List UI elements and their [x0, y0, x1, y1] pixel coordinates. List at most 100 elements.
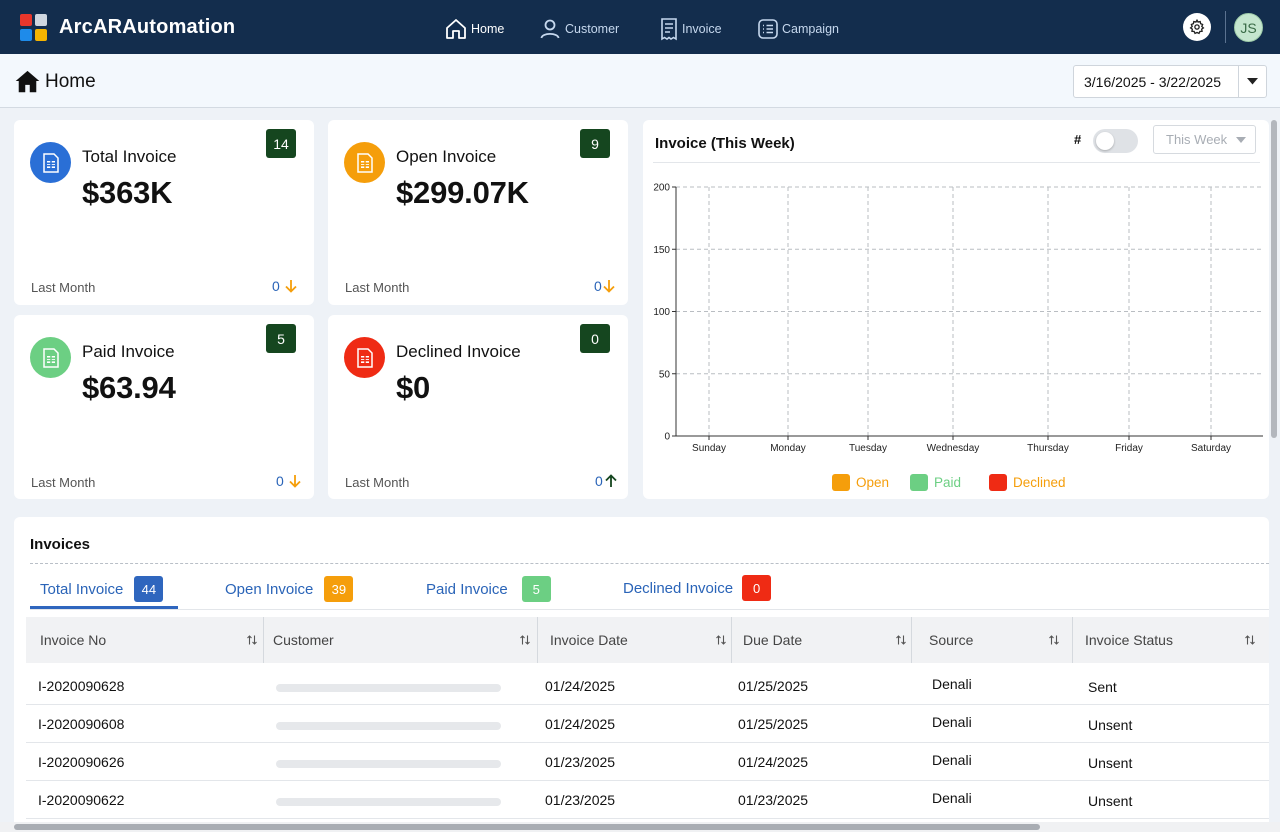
legend-item-declined[interactable]: Declined	[989, 474, 1066, 491]
card-change: 0	[272, 278, 298, 294]
y-tick-label: 0	[664, 432, 670, 443]
user-avatar[interactable]: JS	[1234, 13, 1263, 42]
invoice-doc-icon	[30, 337, 71, 378]
card-footer-label: Last Month	[31, 475, 96, 490]
cell-invoice-no[interactable]: I-2020090628	[38, 678, 125, 694]
card-paid-invoice[interactable]: Paid Invoice $63.94 5 Last Month 0	[14, 315, 314, 499]
tab-label: Paid Invoice	[426, 580, 508, 598]
col-header-due-date[interactable]: Due Date	[743, 632, 803, 648]
x-tick-label: Saturday	[1191, 443, 1231, 454]
card-title: Paid Invoice	[82, 342, 175, 361]
card-count-badge: 14	[266, 129, 296, 158]
cell-due-date: 01/25/2025	[738, 678, 809, 694]
legend-label-open: Open	[856, 475, 890, 490]
customer-loading-placeholder	[276, 760, 501, 768]
date-range-dropdown-button[interactable]	[1238, 66, 1266, 97]
card-footer-label: Last Month	[31, 280, 96, 295]
col-header-source[interactable]: Source	[929, 632, 974, 648]
navbar-divider	[1225, 11, 1226, 43]
invoice-doc-icon	[344, 142, 385, 183]
card-total-invoice[interactable]: Total Invoice $363K 14 Last Month 0	[14, 120, 314, 305]
legend-item-open[interactable]: Open	[832, 474, 889, 491]
table-row[interactable]: I-2020090626 01/23/2025 01/24/2025 Denal…	[26, 743, 1269, 781]
nav-campaign[interactable]: Campaign	[757, 17, 839, 41]
tab-total-invoice[interactable]: Total Invoice 44	[40, 569, 164, 609]
tab-open-invoice[interactable]: Open Invoice 39	[225, 569, 354, 609]
legend-label-declined: Declined	[1013, 475, 1066, 490]
column-divider[interactable]	[1072, 617, 1073, 663]
cell-invoice-date: 01/24/2025	[545, 678, 616, 694]
card-declined-invoice[interactable]: Declined Invoice $0 0 Last Month 0	[328, 315, 628, 499]
col-header-invoice-no[interactable]: Invoice No	[40, 632, 107, 648]
table-row[interactable]: I-2020090628 01/24/2025 01/25/2025 Denal…	[26, 667, 1269, 705]
tab-paid-invoice[interactable]: Paid Invoice 5	[426, 569, 551, 609]
tab-count-badge: 44	[134, 576, 164, 602]
cell-due-date: 01/23/2025	[738, 792, 809, 808]
nav-home[interactable]: Home	[444, 17, 504, 41]
column-divider[interactable]	[263, 617, 264, 663]
tab-declined-invoice[interactable]: Declined Invoice 0	[623, 568, 772, 608]
card-change-value: 0	[276, 473, 284, 489]
date-range-value: 3/16/2025 - 3/22/2025	[1084, 73, 1222, 90]
cell-invoice-no[interactable]: I-2020090608	[38, 716, 125, 732]
column-divider[interactable]	[731, 617, 732, 663]
settings-button[interactable]	[1183, 13, 1211, 41]
home-icon	[15, 70, 40, 93]
sort-icon[interactable]	[715, 617, 727, 663]
table-row[interactable]: I-2020090608 01/24/2025 01/25/2025 Denal…	[26, 705, 1269, 743]
nav-invoice[interactable]: Invoice	[659, 17, 722, 41]
checklist-icon	[758, 19, 778, 39]
date-range-select[interactable]: 3/16/2025 - 3/22/2025	[1073, 65, 1267, 98]
app-name[interactable]: ArcARAutomation	[59, 16, 236, 38]
arrow-down-icon	[289, 475, 301, 488]
card-open-invoice[interactable]: Open Invoice $299.07K 9 Last Month 0	[328, 120, 628, 305]
card-change: 0	[595, 473, 618, 489]
column-divider[interactable]	[911, 617, 912, 663]
col-header-invoice-date[interactable]: Invoice Date	[550, 632, 628, 648]
card-title: Open Invoice	[396, 147, 497, 166]
x-tick-label: Thursday	[1027, 443, 1069, 454]
page-vertical-scrollbar[interactable]	[1271, 120, 1277, 438]
nav-campaign-label: Campaign	[782, 22, 839, 36]
legend-item-paid[interactable]: Paid	[910, 474, 961, 491]
user-icon	[540, 19, 560, 39]
card-footer-label: Last Month	[345, 280, 410, 295]
sort-icon[interactable]	[1048, 617, 1060, 663]
cell-status: Unsent	[1088, 755, 1133, 771]
tab-label: Total Invoice	[40, 580, 124, 598]
cell-invoice-date: 01/23/2025	[545, 754, 616, 770]
tabs-divider	[30, 609, 1269, 610]
sort-icon[interactable]	[246, 617, 258, 663]
card-change-value: 0	[595, 473, 603, 489]
top-navbar: ArcARAutomation Home Customer Invoice Ca…	[0, 0, 1280, 54]
table-row[interactable]: I-2020090622 01/23/2025 01/23/2025 Denal…	[26, 781, 1269, 819]
home-outline-icon	[446, 19, 466, 39]
cell-status: Sent	[1088, 679, 1117, 695]
sort-icon[interactable]	[1244, 617, 1256, 663]
col-header-invoice-status[interactable]: Invoice Status	[1085, 632, 1173, 648]
x-tick-label: Sunday	[692, 443, 726, 454]
card-change: 0	[276, 473, 302, 489]
horizontal-scrollbar-thumb[interactable]	[14, 824, 1040, 830]
app-logo-icon[interactable]	[20, 14, 47, 41]
invoices-title: Invoices	[30, 536, 91, 553]
cell-status: Unsent	[1088, 717, 1133, 733]
cell-source: Denali	[932, 752, 972, 768]
y-tick-label: 200	[653, 183, 670, 194]
count-toggle[interactable]	[1093, 129, 1138, 153]
sort-icon[interactable]	[519, 617, 531, 663]
card-count-badge: 5	[266, 324, 296, 353]
nav-customer[interactable]: Customer	[538, 17, 619, 41]
cell-source: Denali	[932, 714, 972, 730]
col-header-customer[interactable]: Customer	[273, 632, 334, 648]
invoice-doc-icon	[344, 337, 385, 378]
customer-loading-placeholder	[276, 798, 501, 806]
column-divider[interactable]	[537, 617, 538, 663]
cell-invoice-no[interactable]: I-2020090622	[38, 792, 125, 808]
customer-loading-placeholder	[276, 684, 501, 692]
sort-icon[interactable]	[895, 617, 907, 663]
nav-home-label: Home	[471, 22, 505, 36]
card-count-badge: 0	[580, 324, 610, 353]
cell-invoice-no[interactable]: I-2020090626	[38, 754, 125, 770]
period-select[interactable]: This Week	[1153, 125, 1256, 154]
